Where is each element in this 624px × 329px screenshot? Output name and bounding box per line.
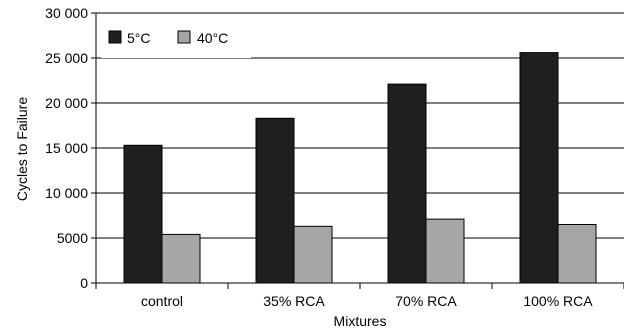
bar-40c-3	[557, 224, 597, 284]
y-axis-title: Cycles to Failure	[14, 97, 30, 201]
axes	[91, 12, 624, 289]
bar-5c-1	[255, 117, 295, 284]
legend-label-5c: 5°C	[127, 30, 151, 46]
x-tick-label: 70% RCA	[395, 293, 457, 309]
bar-40c-0	[161, 233, 201, 284]
y-tick-label: 15 000	[45, 140, 88, 156]
legend-swatch-40c	[177, 30, 191, 44]
bar-5c-2	[387, 83, 427, 284]
legend: 5°C 40°C	[101, 18, 251, 58]
x-axis-title: Mixtures	[334, 313, 387, 329]
legend-label-40c: 40°C	[197, 30, 228, 46]
legend-swatch-5c	[108, 30, 122, 44]
y-tick-label: 0	[80, 275, 88, 291]
x-tick-label: control	[141, 293, 183, 309]
y-tick-label: 25 000	[45, 50, 88, 66]
y-tick-label: 30 000	[45, 5, 88, 21]
bar-5c-0	[123, 144, 163, 284]
y-axis-tick-labels: 0 5000 10 000 15 000 20 000 25 000 30 000	[45, 5, 88, 291]
legend-box	[101, 18, 251, 58]
bar-40c-2	[425, 218, 465, 284]
bar-40c-1	[293, 225, 333, 284]
bar-5c-3	[519, 52, 559, 284]
y-tick-label: 10 000	[45, 185, 88, 201]
y-tick-label: 5000	[57, 230, 88, 246]
y-tick-label: 20 000	[45, 95, 88, 111]
x-tick-label: 35% RCA	[263, 293, 325, 309]
x-axis-tick-labels: control 35% RCA 70% RCA 100% RCA	[141, 293, 593, 309]
bars	[123, 52, 597, 284]
x-tick-label: 100% RCA	[523, 293, 593, 309]
